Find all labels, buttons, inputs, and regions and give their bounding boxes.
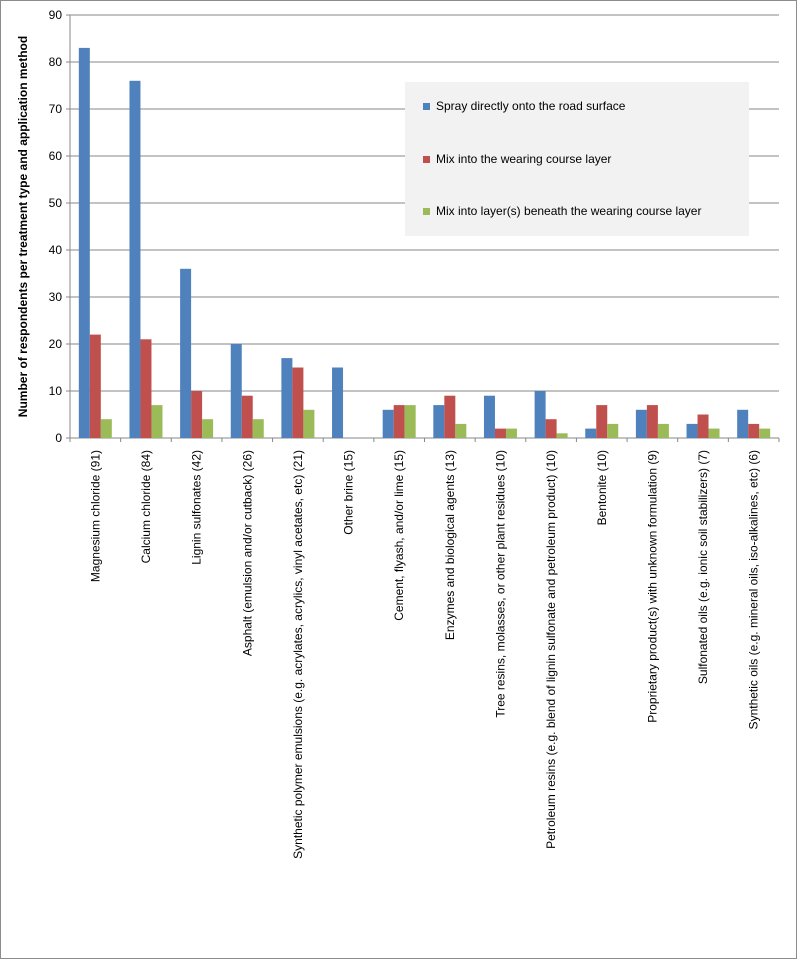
bar xyxy=(534,391,546,438)
x-category-label: Other brine (15) xyxy=(342,450,356,535)
bar xyxy=(89,334,101,438)
x-category-label: Calcium chloride (84) xyxy=(139,450,153,563)
x-category-label: Bentonite (10) xyxy=(595,450,609,525)
x-category-label: Enzymes and biological agents (13) xyxy=(443,450,457,640)
legend-label-spray: Spray directly onto the road surface xyxy=(436,99,626,113)
legend-swatch-spray xyxy=(423,102,430,110)
bar xyxy=(483,395,495,438)
y-axis-title: Number of respondents per treatment type… xyxy=(16,36,30,417)
x-category-label: Synthetic oils (e.g. mineral oils, iso-a… xyxy=(747,450,761,729)
bar xyxy=(281,358,293,438)
bar xyxy=(78,47,90,439)
y-tick-label: 20 xyxy=(49,337,63,351)
legend-item-spray: Spray directly onto the road surface xyxy=(423,99,625,113)
bar xyxy=(646,405,658,438)
legend: Spray directly onto the road surface Mix… xyxy=(405,82,749,236)
bar xyxy=(556,433,568,438)
y-tick-label: 80 xyxy=(49,55,63,69)
x-category-label: Synthetic polymer emulsions (e.g. acryla… xyxy=(291,450,305,859)
x-category-label: Sulfonated oils (e.g. ionic soil stabili… xyxy=(696,450,710,684)
bar xyxy=(303,409,315,438)
bar xyxy=(292,367,304,438)
x-category-label: Magnesium chloride (91) xyxy=(88,450,102,582)
bar xyxy=(737,409,749,438)
bar xyxy=(686,423,698,438)
bar xyxy=(635,409,647,438)
legend-label-mix-wearing: Mix into the wearing course layer xyxy=(436,152,612,166)
x-category-label: Petroleum resins (e.g. blend of lignin s… xyxy=(544,450,558,849)
bar xyxy=(151,405,163,438)
y-tick-label: 70 xyxy=(49,102,63,116)
bar xyxy=(382,409,394,438)
y-tick-label: 0 xyxy=(55,431,62,445)
y-tick-label: 50 xyxy=(49,196,63,210)
x-category-label: Asphalt (emulsion and/or cutback) (26) xyxy=(240,450,254,656)
bar xyxy=(585,428,597,438)
bar xyxy=(180,268,192,438)
bar xyxy=(444,395,456,438)
bar xyxy=(393,405,405,438)
bar xyxy=(433,405,445,438)
bar xyxy=(697,414,709,438)
bar xyxy=(657,423,669,438)
x-category-label: Lignin sulfonates (42) xyxy=(190,450,204,565)
legend-item-mix-wearing: Mix into the wearing course layer xyxy=(423,152,611,166)
bar xyxy=(545,419,557,438)
bar xyxy=(759,428,771,438)
legend-swatch-mix-beneath xyxy=(423,207,430,215)
x-category-label: Tree resins, molasses, or other plant re… xyxy=(493,450,507,718)
bar xyxy=(140,339,152,438)
y-tick-label: 90 xyxy=(49,8,63,22)
bar xyxy=(748,423,760,438)
x-category-label: Proprietary product(s) with unknown form… xyxy=(645,450,659,723)
bar xyxy=(332,367,344,438)
bar xyxy=(494,428,506,438)
legend-label-mix-beneath: Mix into layer(s) beneath the wearing co… xyxy=(436,204,702,218)
y-tick-label: 40 xyxy=(49,243,63,257)
bar xyxy=(191,391,203,438)
bar xyxy=(505,428,517,438)
bar xyxy=(202,419,214,438)
bar xyxy=(404,405,416,438)
legend-item-mix-beneath: Mix into layer(s) beneath the wearing co… xyxy=(423,204,701,218)
bar xyxy=(596,405,608,438)
bar xyxy=(708,428,720,438)
bar xyxy=(230,344,242,438)
x-category-label: Cement, flyash, and/or lime (15) xyxy=(392,450,406,621)
legend-swatch-mix-wearing xyxy=(423,155,430,163)
y-tick-label: 30 xyxy=(49,290,63,304)
bar xyxy=(252,419,264,438)
bar xyxy=(241,395,253,438)
bar xyxy=(129,80,141,439)
y-tick-label: 60 xyxy=(49,149,63,163)
y-tick-label: 10 xyxy=(49,384,63,398)
bar xyxy=(607,423,619,438)
bar xyxy=(100,419,112,438)
bar xyxy=(455,423,467,438)
